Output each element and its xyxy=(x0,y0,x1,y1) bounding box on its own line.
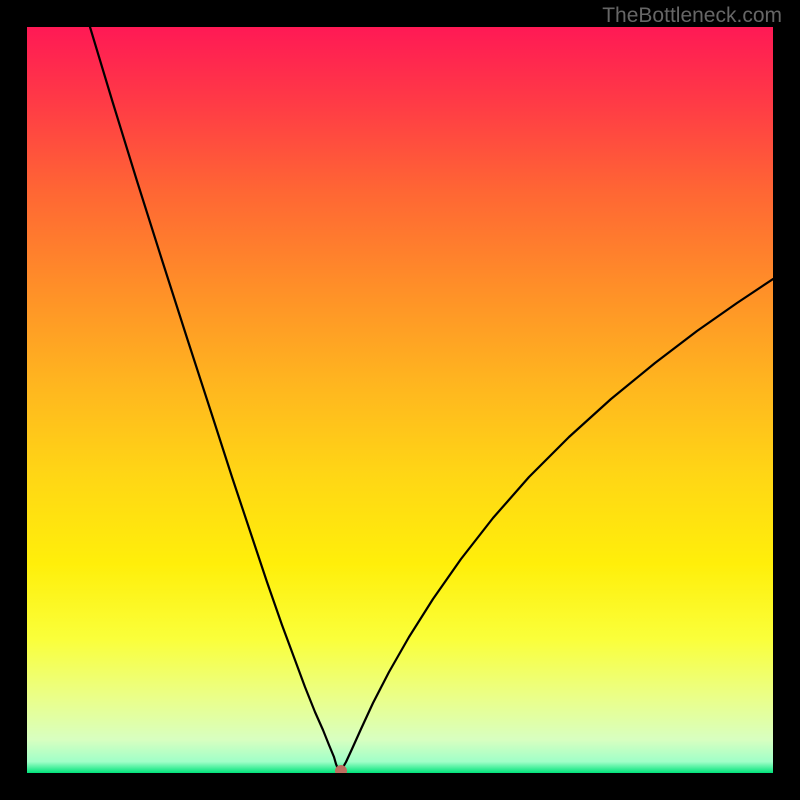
plot-area xyxy=(27,27,773,773)
watermark-text: TheBottleneck.com xyxy=(602,4,782,28)
chart-container: TheBottleneck.com xyxy=(0,0,800,800)
bottleneck-curve xyxy=(90,27,773,772)
curve-svg xyxy=(27,27,773,773)
